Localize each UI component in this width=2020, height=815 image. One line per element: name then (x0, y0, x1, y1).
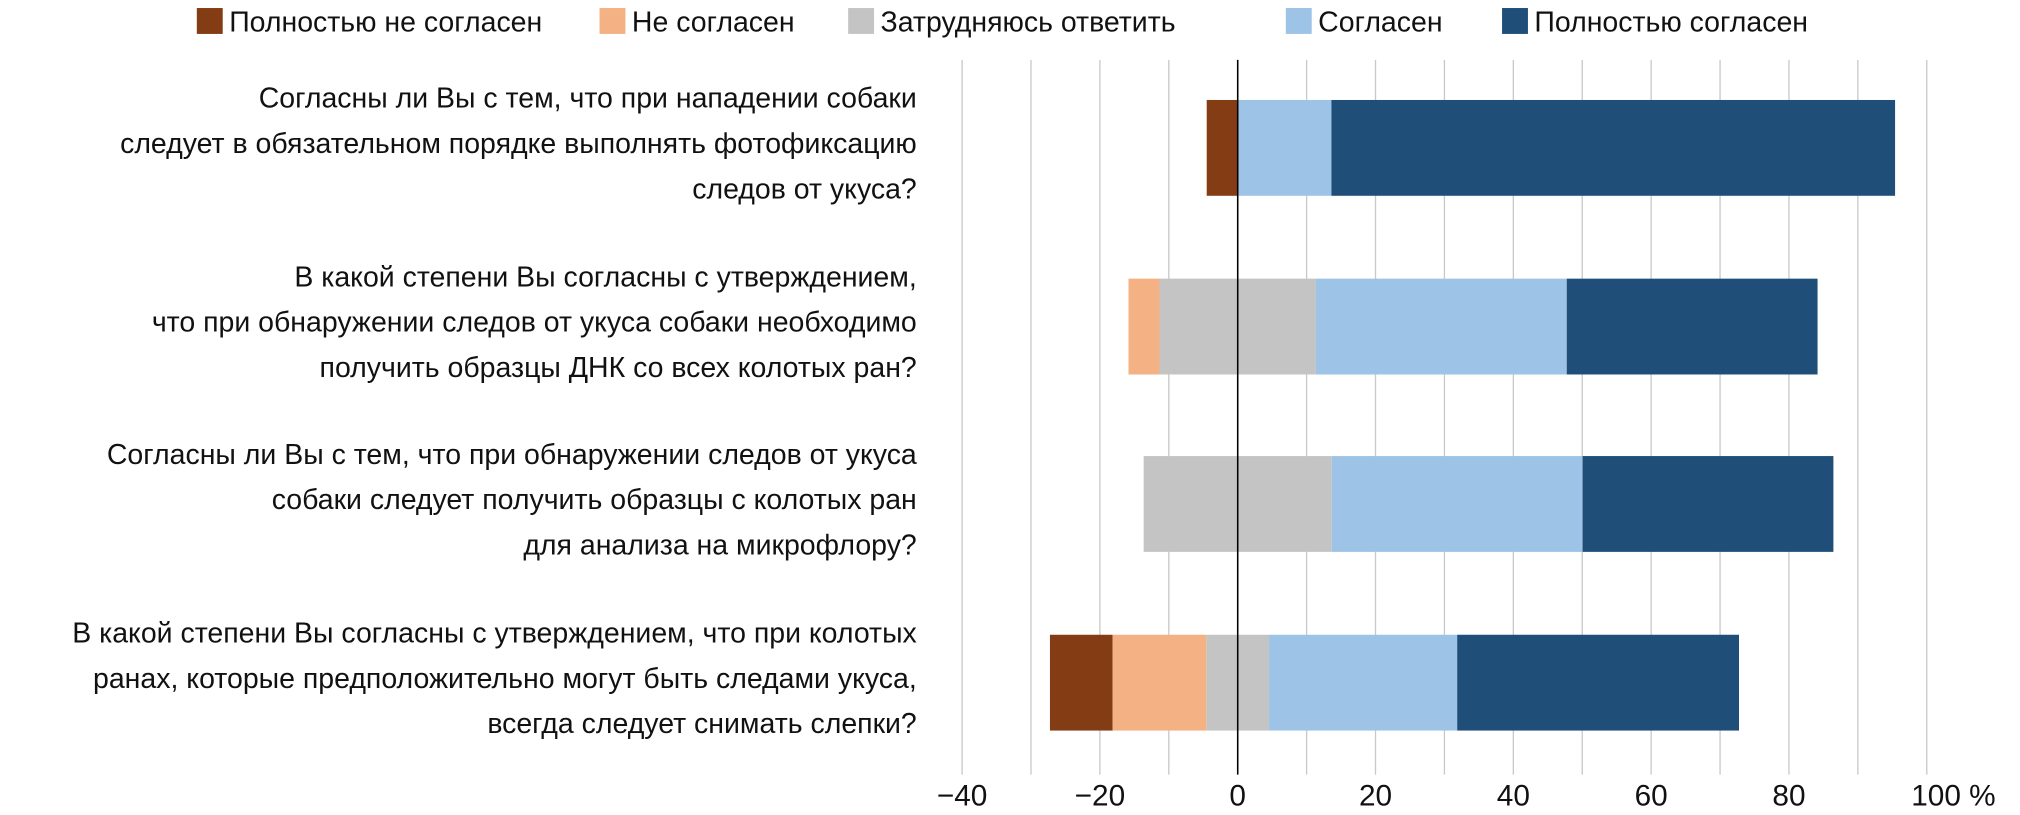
legend-label: Полностью не согласен (229, 6, 542, 38)
bars (1049, 99, 1896, 731)
x-tick-label: 20 (1359, 780, 1392, 813)
legend-label: Не согласен (632, 6, 795, 38)
category-label-line: следует в обязательном порядке выполнять… (120, 128, 917, 160)
bar-segment (1237, 99, 1332, 196)
x-tick-label: 60 (1635, 780, 1668, 813)
category-label-line: получить образцы ДНК со всех колотых ран… (320, 352, 917, 384)
bar-segment (1128, 278, 1160, 375)
bar-segment (1315, 278, 1567, 375)
category-label-line: следов от укуса? (692, 173, 917, 205)
category-label-line: ранах, которые предположительно могут бы… (93, 663, 917, 695)
legend-swatch (1285, 8, 1312, 34)
bar-segment (1457, 634, 1740, 731)
bar-segment (1582, 456, 1834, 552)
bar-segment (1112, 634, 1207, 731)
legend-label: Согласен (1318, 6, 1442, 38)
category-labels: Согласны ли Вы с тем, что при нападении … (72, 83, 917, 740)
category-label-line: собаки следует получить образцы с колоты… (272, 484, 917, 516)
category-label-line: что при обнаружении следов от укуса соба… (152, 307, 917, 339)
bar-segment (1269, 634, 1458, 731)
x-tick-label: −40 (937, 780, 988, 813)
x-tick-labels: −40 −20 0 20 40 60 80 100 % (937, 780, 1996, 813)
legend-label: Полностью согласен (1534, 6, 1808, 38)
legend-label: Затрудняюсь ответить (881, 6, 1176, 38)
legend-swatch (599, 8, 626, 34)
bar-segment (1566, 278, 1818, 375)
category-label-line: В какой степени Вы согласны с утверждени… (72, 618, 917, 650)
category-label-line: Согласны ли Вы с тем, что при обнаружени… (107, 439, 917, 471)
bar-segment (1049, 634, 1113, 731)
legend-swatch (848, 8, 875, 34)
legend-swatch (196, 8, 223, 34)
x-tick-label: 40 (1497, 780, 1530, 813)
x-tick-label: 80 (1772, 780, 1805, 813)
bar-segment (1206, 99, 1238, 196)
category-label-line: Согласны ли Вы с тем, что при нападении … (259, 83, 917, 115)
x-tick-label: −20 (1075, 780, 1126, 813)
category-label-line: всегда следует снимать слепки? (487, 708, 916, 740)
category-label-line: для анализа на микрофлору? (523, 529, 916, 561)
category-label-line: В какой степени Вы согласны с утверждени… (294, 261, 916, 293)
bar-segment (1331, 456, 1583, 552)
x-tick-label: 0 (1229, 780, 1246, 813)
legend-swatch (1502, 8, 1528, 34)
legend: Полностью не согласен Не согласен Затрудня… (196, 6, 1808, 38)
x-tick-label: 100 % (1911, 780, 1995, 813)
bar-segment (1331, 99, 1896, 196)
